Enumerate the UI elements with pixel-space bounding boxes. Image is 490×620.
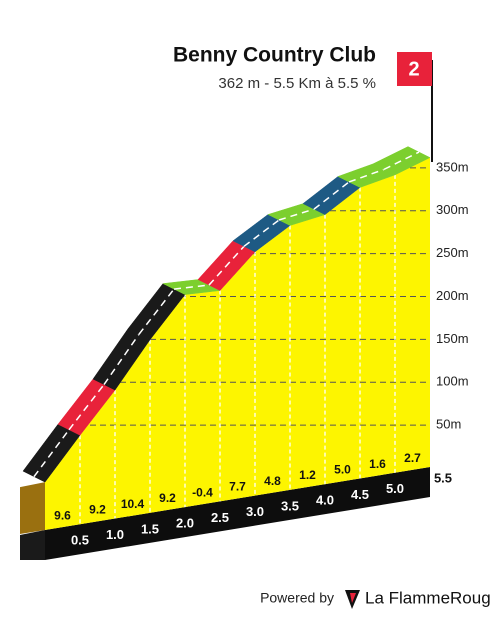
footer-brand: La FlammeRouge [365,588,490,607]
slope-center-line [68,384,105,431]
slope-center-line [383,151,420,171]
gradient-label: 2.7 [404,451,421,465]
y-tick-label: 300m [436,202,469,217]
slope-center-line [278,208,315,221]
slope-center-line [173,284,210,290]
footer-powered: Powered by [260,590,334,606]
flag-label: 2 [408,58,419,80]
x-tick-label: 4.5 [351,487,369,502]
y-tick-label: 150m [436,331,469,346]
x-tick-label: 3.0 [246,504,264,519]
y-tick-label: 100m [436,374,469,389]
x-tick-label: 5.5 [434,470,452,485]
gradient-label: 5.0 [334,462,351,476]
gradient-label: 7.7 [229,480,246,494]
x-tick-label: 1.5 [141,521,159,536]
base-side-brown [20,482,45,534]
slope-center-line [33,429,70,478]
gradient-label: 9.2 [159,491,176,505]
y-tick-label: 200m [436,288,469,303]
x-tick-label: 1.0 [106,527,124,542]
base-strip [45,467,430,560]
gradient-label: 1.2 [299,468,316,482]
x-tick-label: 4.0 [316,493,334,508]
x-tick-label: 3.5 [281,498,299,513]
gradient-label: 9.6 [54,508,71,522]
y-tick-label: 50m [436,417,461,432]
y-tick-label: 350m [436,159,469,174]
profile-area [45,157,430,530]
slope-center-line [208,245,245,286]
slope-center-line [313,181,350,210]
gradient-label: 9.2 [89,503,106,517]
x-tick-label: 5.0 [386,481,404,496]
chart-subtitle: 362 m - 5.5 Km à 5.5 % [218,75,376,92]
slope-center-line [243,219,280,247]
logo-icon-flame [350,593,356,603]
x-tick-label: 2.0 [176,516,194,531]
y-tick-label: 250m [436,245,469,260]
gradient-label: -0.4 [192,485,213,499]
slope-center-line [138,288,175,335]
gradient-label: 10.4 [121,497,145,511]
x-tick-label: 2.5 [211,510,229,525]
gradient-label: 4.8 [264,474,281,488]
slope-center-line [348,168,385,183]
flag [397,52,432,86]
slope-center-line [103,333,140,385]
base-side [20,530,45,560]
gradient-label: 1.6 [369,457,386,471]
x-tick-label: 0.5 [71,533,89,548]
chart-title: Benny Country Club [173,44,376,67]
